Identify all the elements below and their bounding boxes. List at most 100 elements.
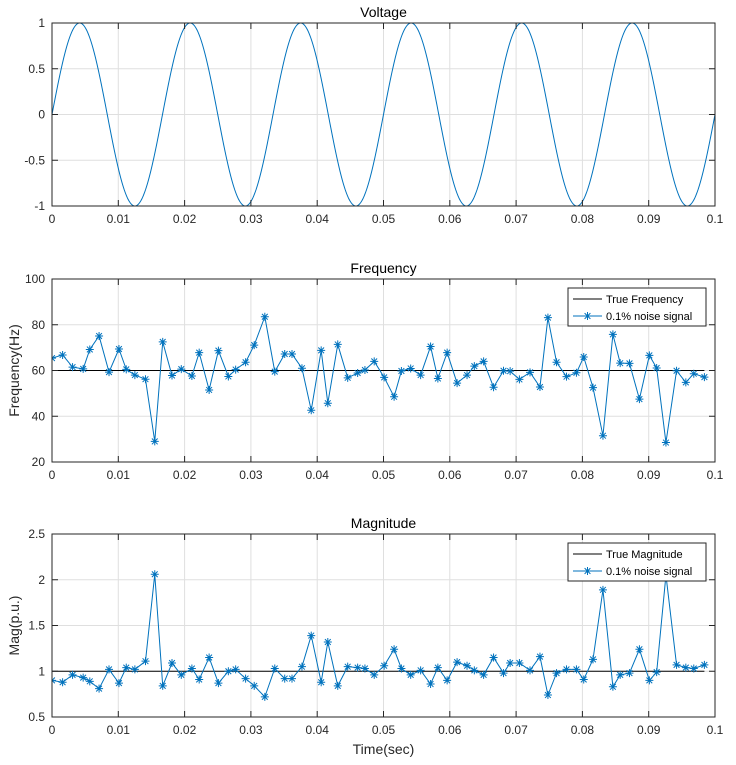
data-point (700, 660, 709, 669)
chart-title: Magnitude (351, 515, 417, 531)
data-point (205, 653, 214, 662)
y-axis-label: Frequency(Hz) (6, 324, 22, 417)
y-tick-label: 20 (32, 455, 46, 469)
data-point (224, 372, 233, 381)
chart-title: Frequency (350, 260, 416, 276)
data-point (195, 348, 204, 357)
data-point (608, 682, 617, 691)
legend-entry: True Frequency (606, 294, 684, 306)
x-tick-label: 0.01 (107, 723, 131, 737)
data-point (380, 661, 389, 670)
x-tick-label: 0.08 (571, 212, 595, 226)
data-point (79, 364, 88, 373)
x-tick-label: 0.1 (707, 212, 724, 226)
y-tick-label: 1 (38, 664, 45, 678)
data-point (58, 350, 67, 359)
x-tick-label: 0.1 (707, 468, 724, 482)
data-point (515, 659, 524, 668)
data-point (187, 371, 196, 380)
data-point (681, 378, 690, 387)
data-point (250, 341, 259, 350)
data-point (95, 331, 104, 340)
data-point (416, 666, 425, 675)
x-tick-label: 0.03 (239, 723, 263, 737)
subplot-frequency: 0 0.01 0.02 0.03 0.04 0.05 0.06 0.07 0.08 0.09 0.1… (6, 260, 724, 482)
data-point (589, 383, 598, 392)
data-point (598, 585, 607, 594)
legend: True Frequency 0.1% noise signal (567, 287, 707, 327)
data-point (535, 652, 544, 661)
x-tick-label: 0.04 (306, 212, 330, 226)
data-point (168, 371, 177, 380)
legend-entry: 0.1% noise signal (606, 566, 692, 578)
data-point (360, 366, 369, 375)
data-point (661, 438, 670, 447)
data-point (426, 342, 435, 351)
data-point (645, 676, 654, 685)
x-tick-label: 0.06 (438, 723, 462, 737)
x-tick-label: 0.08 (571, 723, 595, 737)
data-point (307, 631, 316, 640)
data-point (343, 662, 352, 671)
y-tick-label: 1 (38, 16, 45, 30)
data-point (453, 658, 462, 667)
x-tick-label: 0.07 (504, 723, 528, 737)
data-point (168, 659, 177, 668)
data-point (489, 383, 498, 392)
x-tick-label: 0.02 (173, 468, 197, 482)
x-tick-label: 0.07 (504, 212, 528, 226)
data-point (535, 382, 544, 391)
data-point (433, 374, 442, 383)
data-point (426, 680, 435, 689)
data-point (288, 350, 297, 359)
data-point (105, 665, 114, 674)
data-point (572, 368, 581, 377)
data-point (645, 351, 654, 360)
data-point (579, 353, 588, 362)
data-point (158, 681, 167, 690)
y-tick-label: 2.5 (28, 527, 45, 541)
data-point (499, 366, 508, 375)
x-tick-label: 0.05 (372, 468, 396, 482)
data-point (141, 657, 150, 666)
data-point (105, 368, 114, 377)
data-point (95, 684, 104, 693)
data-point (506, 659, 515, 668)
data-point (150, 437, 159, 446)
y-tick-label: 60 (32, 364, 46, 378)
data-point (598, 431, 607, 440)
data-point (479, 670, 488, 679)
data-point (589, 655, 598, 664)
x-tick-label: 0.09 (637, 212, 661, 226)
data-point (515, 375, 524, 384)
y-tick-label: -1 (34, 199, 45, 213)
data-point (499, 669, 508, 678)
data-point (526, 666, 535, 675)
x-tick-label: 0.02 (173, 723, 197, 737)
data-point (122, 663, 131, 672)
data-point (370, 357, 379, 366)
data-point (562, 665, 571, 674)
data-point (297, 662, 306, 671)
data-point (323, 399, 332, 408)
data-point (453, 379, 462, 388)
data-point (343, 373, 352, 382)
x-tick-label: 0.07 (504, 468, 528, 482)
data-point (608, 330, 617, 339)
data-point (333, 340, 342, 349)
series-line-1 (52, 574, 705, 698)
x-tick-label: 0.09 (637, 723, 661, 737)
x-tick-label: 0 (49, 723, 56, 737)
x-tick-label: 0 (49, 468, 56, 482)
plot-data (52, 570, 709, 701)
data-point (231, 365, 240, 374)
data-point (250, 681, 259, 690)
x-tick-label: 0.06 (438, 212, 462, 226)
plot-data (52, 312, 709, 447)
data-point (85, 677, 94, 686)
data-point (288, 674, 297, 683)
data-point (224, 667, 233, 676)
data-point (85, 345, 94, 354)
data-point (470, 362, 479, 371)
data-point (177, 365, 186, 374)
